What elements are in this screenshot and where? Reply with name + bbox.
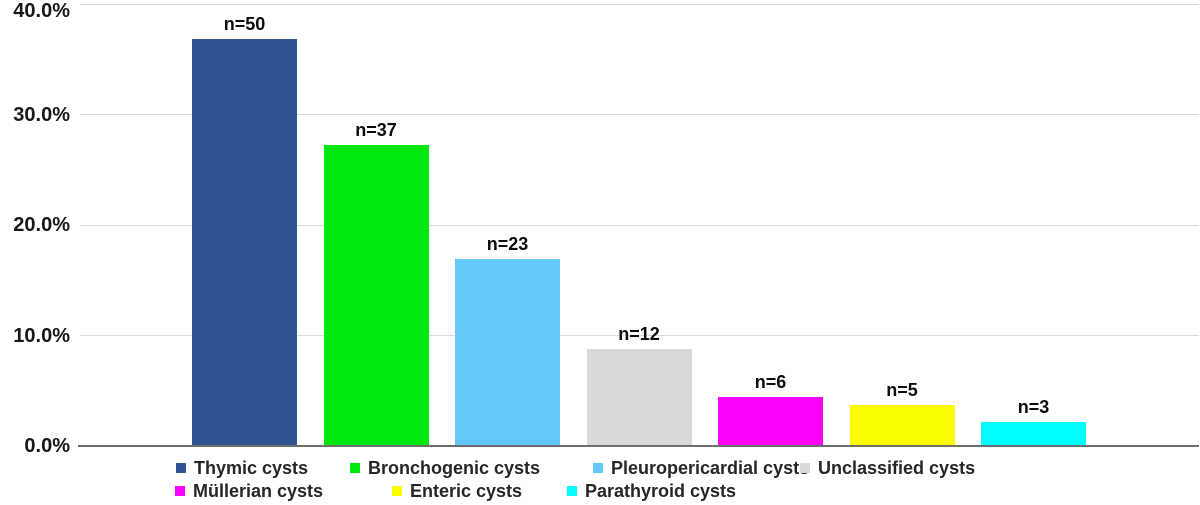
- y-tick-label: 40.0%: [13, 0, 70, 22]
- y-tick-label: 10.0%: [13, 324, 70, 347]
- legend-item-unclassified-cysts: Unclassified cysts: [800, 458, 975, 478]
- bar-pleuropericardial-cysts: [455, 259, 560, 446]
- legend-item-m-llerian-cysts: Müllerian cysts: [175, 481, 323, 501]
- legend-label: Pleuropericardial cysts: [611, 458, 810, 478]
- gridline: [80, 224, 1199, 226]
- bar-value-label: n=12: [618, 323, 660, 344]
- legend-item-bronchogenic-cysts: Bronchogenic cysts: [350, 458, 540, 478]
- bar-value-label: n=37: [355, 120, 397, 141]
- bar-parathyroid-cysts: [981, 421, 1086, 446]
- legend-item-pleuropericardial-cysts: Pleuropericardial cysts: [593, 458, 809, 478]
- bar-bronchogenic-cysts: [323, 145, 429, 446]
- legend-item-thymic-cysts: Thymic cysts: [176, 458, 308, 478]
- x-axis-line: [78, 445, 1199, 447]
- legend-label: Müllerian cysts: [193, 481, 324, 501]
- bar-m-llerian-cysts: [718, 397, 823, 446]
- bar-value-label: n=3: [1017, 396, 1050, 417]
- legend-label: Bronchogenic cysts: [368, 458, 541, 478]
- bar-unclassified-cysts: [586, 348, 692, 446]
- y-tick-label: 20.0%: [13, 214, 70, 236]
- legend-swatch-icon: [593, 463, 603, 473]
- bar-value-label: n=6: [754, 372, 787, 393]
- legend-item-parathyroid-cysts: Parathyroid cysts: [567, 481, 736, 501]
- legend-label: Unclassified cysts: [818, 458, 976, 478]
- legend-label: Parathyroid cysts: [585, 481, 737, 501]
- legend-swatch-icon: [800, 463, 810, 473]
- gridline: [80, 3, 1199, 5]
- legend-swatch-icon: [350, 463, 360, 473]
- bar-value-label: n=50: [223, 14, 266, 35]
- y-tick-label: 0.0%: [24, 435, 70, 457]
- bar-thymic-cysts: [192, 39, 297, 446]
- bar-value-label: n=23: [486, 234, 529, 255]
- gridline: [80, 114, 1199, 115]
- bar-enteric-cysts: [849, 405, 955, 446]
- gridline: [80, 335, 1199, 336]
- y-tick-label: 30.0%: [13, 103, 70, 126]
- bar-value-label: n=5: [886, 380, 918, 401]
- legend-swatch-icon: [176, 463, 186, 473]
- legend-label: Enteric cysts: [410, 481, 523, 501]
- legend-swatch-icon: [392, 486, 402, 496]
- legend-label: Thymic cysts: [194, 458, 309, 478]
- legend-item-enteric-cysts: Enteric cysts: [392, 481, 522, 501]
- legend-swatch-icon: [175, 486, 185, 496]
- legend-swatch-icon: [567, 486, 577, 496]
